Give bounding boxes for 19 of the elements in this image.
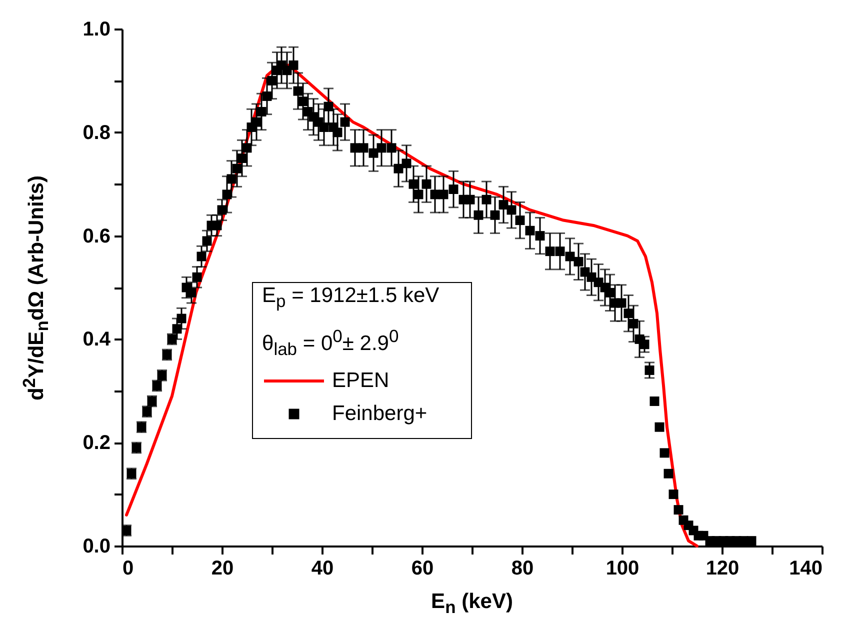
y-tick-label: 1.0 [82, 18, 110, 40]
x-tick-label: 60 [411, 558, 434, 580]
y-tick-label: 0.4 [82, 328, 112, 351]
y-tick-label: 0.8 [82, 122, 110, 144]
legend-label: Feinberg+ [332, 402, 428, 425]
x-axis-title: E$_{n}$ (keV) [431, 590, 513, 618]
y-tick-label: 0.2 [82, 432, 110, 454]
annotation: E$_{p}$ = 1912±1.5 keV [262, 284, 440, 312]
x-tick-label: 0 [122, 558, 134, 580]
annotation: θ$_{lab}$ = 0$^{0}$± 2.9$^{0}$ [262, 326, 399, 360]
legend-label: EPEN [332, 369, 390, 392]
x-tick-label: 80 [511, 558, 534, 580]
x-tick-label: 120 [706, 558, 740, 580]
y-tick-label: 0.0 [82, 536, 110, 558]
x-tick-label: 100 [606, 558, 640, 580]
x-tick-label: 20 [211, 558, 234, 580]
x-tick-label: 40 [311, 558, 334, 580]
x-tick-label: 140 [789, 558, 822, 580]
y-tick-label: 0.6 [82, 225, 110, 248]
